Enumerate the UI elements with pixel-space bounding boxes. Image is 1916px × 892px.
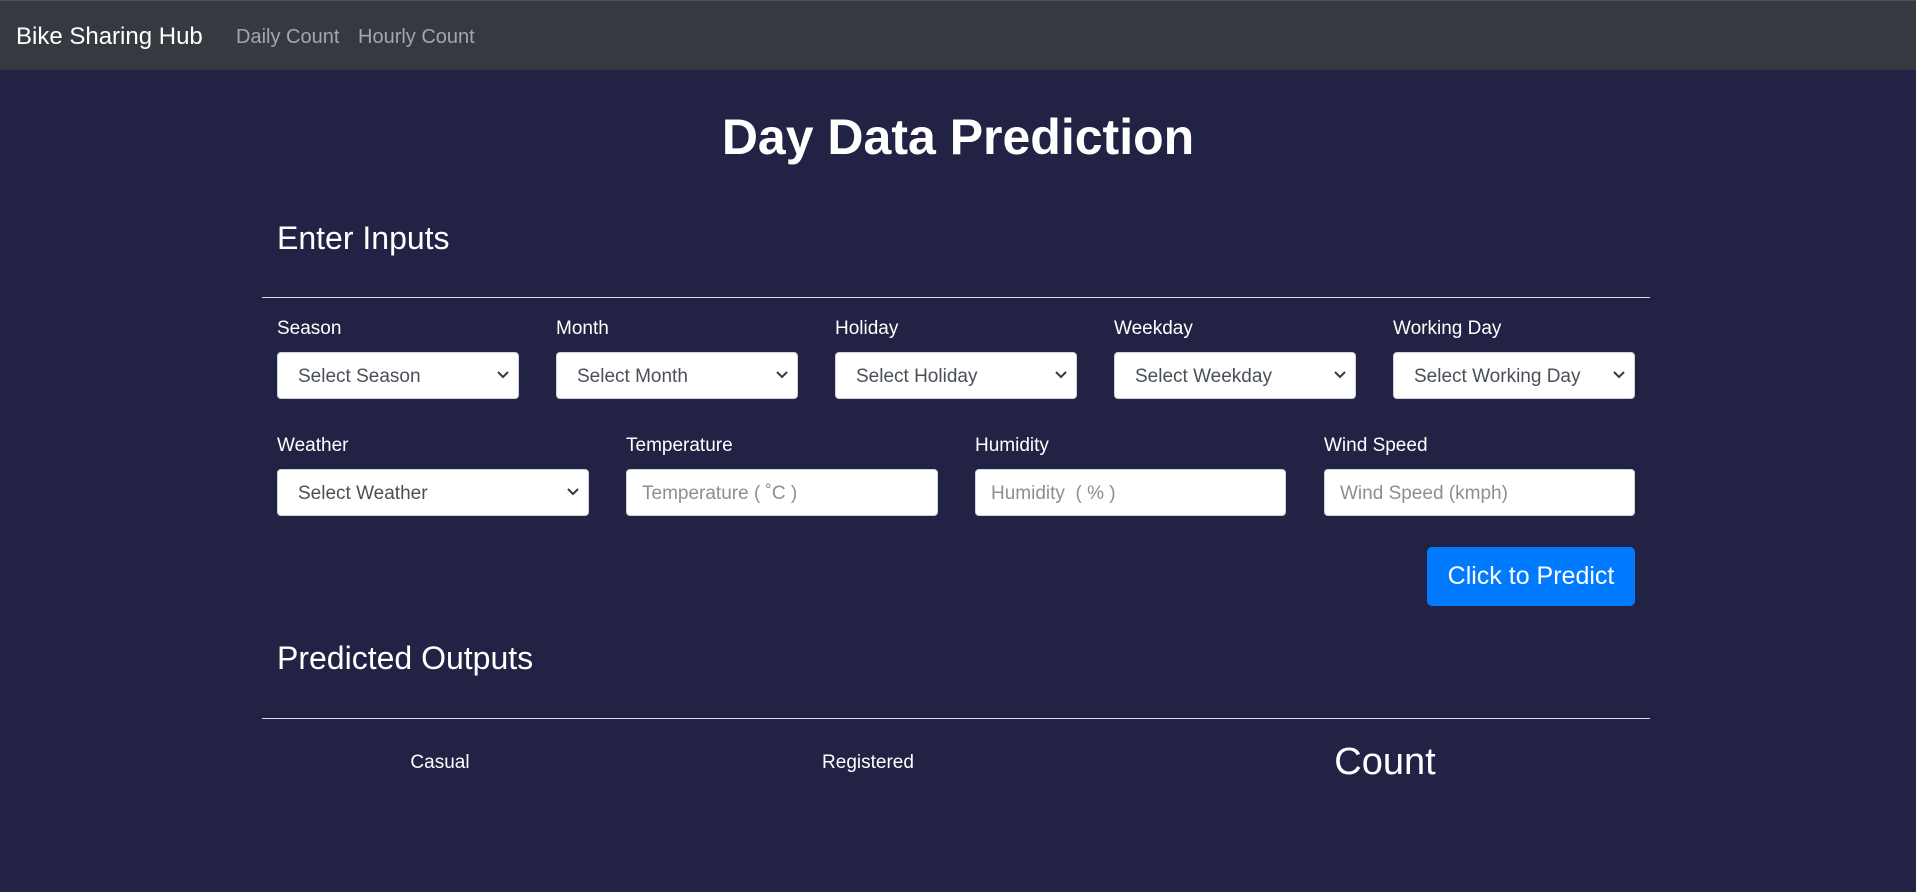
humidity-placeholder: Humidity ( % ) — [991, 483, 1116, 504]
temperature-label: Temperature — [626, 435, 733, 456]
working-day-select[interactable]: Select Working Day — [1393, 352, 1635, 399]
casual-output-label: Casual — [410, 752, 470, 773]
nav-link-hourly-count[interactable]: Hourly Count — [358, 26, 475, 48]
wind-speed-input[interactable]: Wind Speed (kmph) — [1324, 469, 1635, 516]
month-select-value: Select Month — [577, 366, 688, 387]
inputs-divider — [262, 297, 1650, 298]
working-day-label: Working Day — [1393, 318, 1502, 339]
count-output-label: Count — [1334, 741, 1436, 783]
predict-button[interactable]: Click to Predict — [1427, 547, 1635, 606]
wind-speed-label: Wind Speed — [1324, 435, 1428, 456]
chevron-down-icon — [1613, 371, 1625, 379]
month-label: Month — [556, 318, 609, 339]
registered-output-label: Registered — [822, 752, 914, 773]
season-select-value: Select Season — [298, 366, 421, 387]
outputs-divider — [262, 718, 1650, 719]
inputs-section-title: Enter Inputs — [277, 220, 450, 256]
weather-select-value: Select Weather — [298, 483, 428, 504]
navbar: Bike Sharing Hub Daily Count Hourly Coun… — [0, 0, 1916, 70]
chevron-down-icon — [497, 371, 509, 379]
chevron-down-icon — [1334, 371, 1346, 379]
working-day-select-value: Select Working Day — [1414, 366, 1581, 387]
page-title: Day Data Prediction — [721, 109, 1195, 165]
humidity-label: Humidity — [975, 435, 1049, 456]
holiday-label: Holiday — [835, 318, 899, 339]
holiday-select[interactable]: Select Holiday — [835, 352, 1077, 399]
month-select[interactable]: Select Month — [556, 352, 798, 399]
temperature-placeholder: Temperature ( ˚C ) — [642, 483, 798, 504]
outputs-section-title: Predicted Outputs — [277, 640, 534, 676]
weekday-label: Weekday — [1114, 318, 1193, 339]
nav-link-daily-count[interactable]: Daily Count — [236, 26, 340, 48]
holiday-select-value: Select Holiday — [856, 366, 978, 387]
weather-label: Weather — [277, 435, 349, 456]
weekday-select[interactable]: Select Weekday — [1114, 352, 1356, 399]
humidity-input[interactable]: Humidity ( % ) — [975, 469, 1286, 516]
chevron-down-icon — [1055, 371, 1067, 379]
weather-select[interactable]: Select Weather — [277, 469, 589, 516]
weekday-select-value: Select Weekday — [1135, 366, 1272, 387]
season-label: Season — [277, 318, 342, 339]
temperature-input[interactable]: Temperature ( ˚C ) — [626, 469, 938, 516]
wind-speed-placeholder: Wind Speed (kmph) — [1340, 483, 1508, 504]
chevron-down-icon — [567, 488, 579, 496]
season-select[interactable]: Select Season — [277, 352, 519, 399]
chevron-down-icon — [776, 371, 788, 379]
brand-link[interactable]: Bike Sharing Hub — [16, 23, 203, 50]
